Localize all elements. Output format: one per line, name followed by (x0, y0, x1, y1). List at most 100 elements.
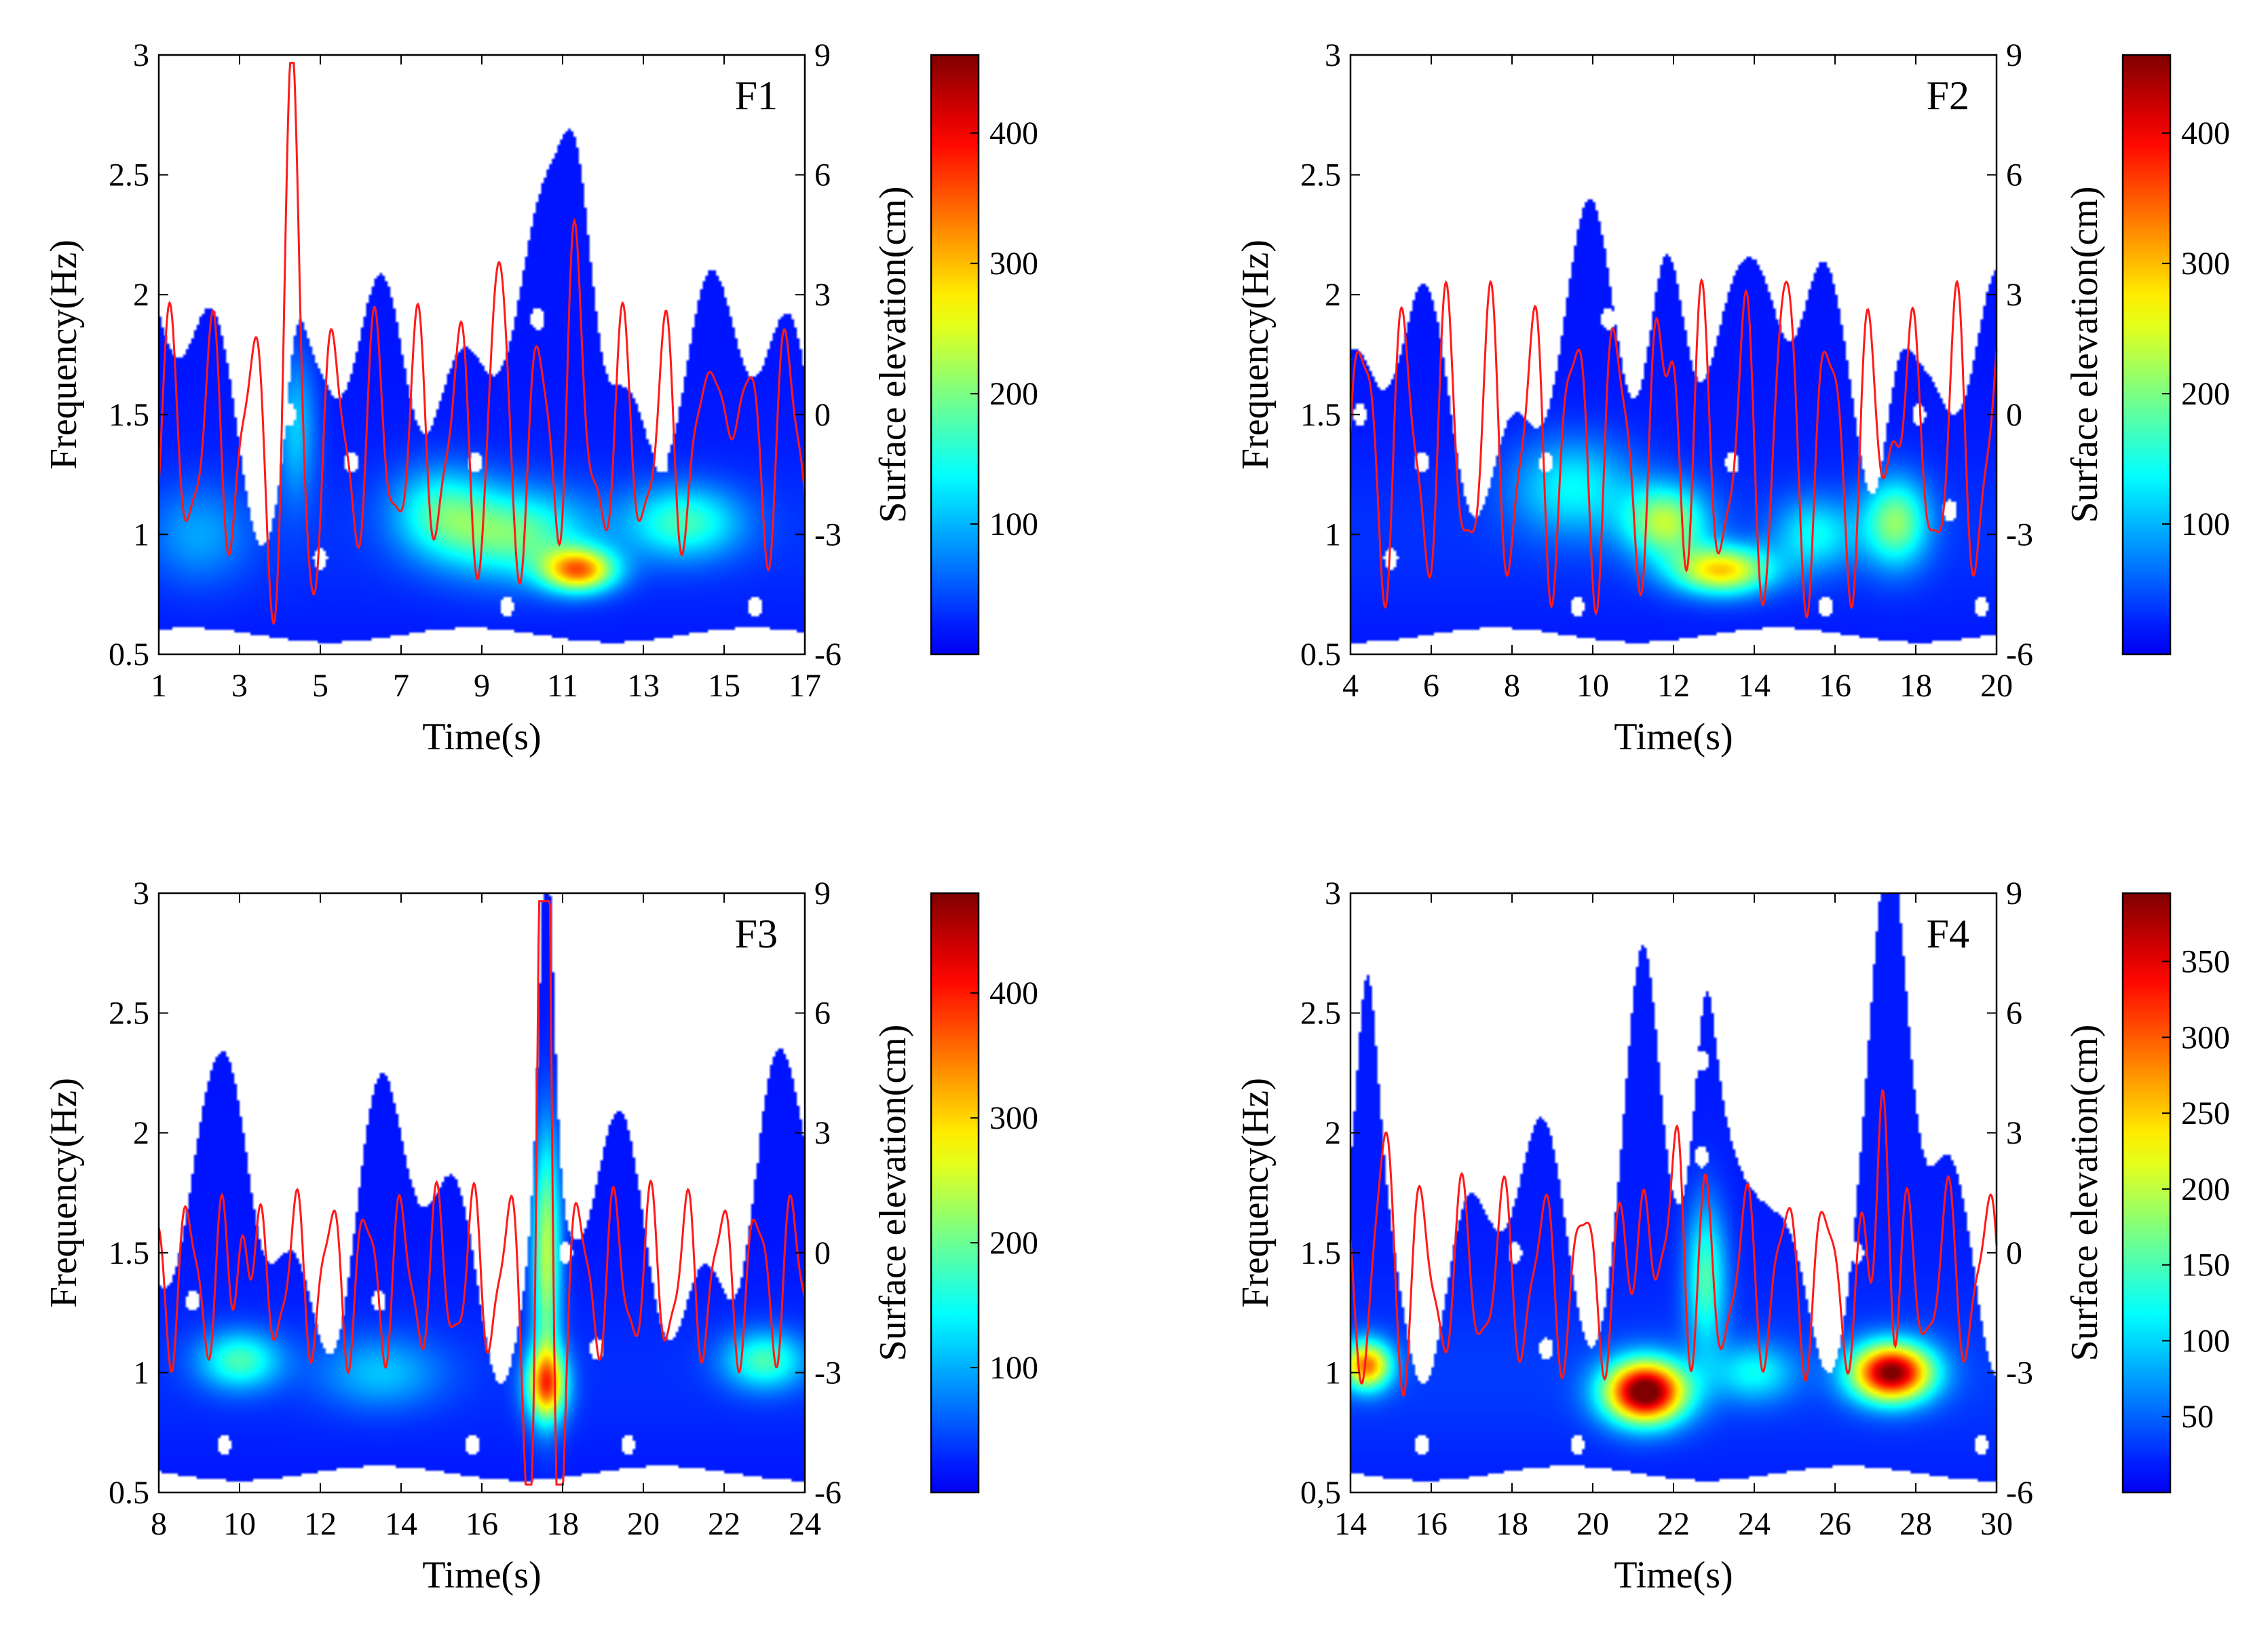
x-tick-label: 9 (474, 668, 490, 704)
colorbar-tick-label: 250 (2181, 1095, 2230, 1131)
panel-f1: 1 3 5 7 9 11 13 15 170.511.522.53-6-30369Time(s)… (43, 37, 1038, 758)
surface-elevation-line (157, 900, 806, 1486)
colorbar-tick-label: 150 (2181, 1247, 2230, 1283)
surface-elevation-line (1349, 278, 1998, 619)
surface-elevation-line (1349, 1089, 1998, 1397)
x-tick-label: 11 (547, 668, 578, 704)
x-axis-label: Time(s) (1614, 1554, 1733, 1596)
x-tick-label: 22 (1657, 1506, 1690, 1542)
colorbar-tick-label: 100 (989, 506, 1038, 542)
y2-tick-label: 6 (814, 157, 831, 193)
colorbar-tick-label: 300 (989, 246, 1038, 282)
colorbar-tick-label: 400 (989, 975, 1038, 1011)
x-tick-label: 14 (1738, 668, 1771, 704)
y2-tick-label: 3 (814, 277, 831, 313)
y2-tick-label: 3 (814, 1115, 831, 1151)
y-tick-label: 1 (1325, 516, 1341, 552)
colorbar-tick-label: 300 (2181, 1019, 2230, 1055)
panel-label: F3 (735, 912, 778, 956)
y2-tick-label: 0 (2006, 1235, 2022, 1271)
colorbar-tick-label: 400 (2181, 115, 2230, 151)
y-tick-label: 0.5 (109, 637, 149, 673)
x-tick-label: 13 (627, 668, 660, 704)
panel-f3: 8 10 12 14 16 18 20 22 24 0.5 1 1.5 2 2.5 3 -6 -3 0 3 6 9 Tim… (43, 876, 1038, 1596)
y2-tick-label: -3 (2006, 1355, 2033, 1391)
panel-f4: 14 16 18 20 22 24 26 28 30 0,5 1 1.5 2 2.5 3 -6 -3 0 3 6 9 Ti… (1234, 876, 2230, 1596)
colorbar-tick-label: 50 (2181, 1399, 2214, 1435)
y2-tick-label: 6 (814, 996, 831, 1032)
colorbar (930, 54, 980, 656)
x-tick-label: 20 (1576, 1506, 1609, 1542)
y-tick-label: 3 (133, 37, 149, 73)
y-tick-label: 1.5 (1300, 397, 1341, 433)
y-tick-label: 2 (1325, 1115, 1341, 1151)
colorbar-tick-label: 200 (2181, 1171, 2230, 1207)
scalogram-heatmap (1350, 893, 1997, 1492)
y-tick-label: 1.5 (1300, 1235, 1341, 1271)
x-tick-label: 12 (1657, 668, 1690, 704)
x-tick-label: 7 (393, 668, 409, 704)
y-tick-label: 1 (133, 1355, 149, 1391)
y-tick-label: 2.5 (109, 157, 149, 193)
y2-tick-label: 6 (2006, 996, 2022, 1032)
y-tick-label: 3 (1325, 37, 1341, 73)
panel-label: F1 (735, 73, 778, 118)
y2-tick-label: 9 (814, 37, 831, 73)
y2-axis-label: Surface elevation(cm) (2064, 1025, 2106, 1361)
y-axis-label: Frequency(Hz) (1234, 1078, 1277, 1308)
x-tick-label: 4 (1342, 668, 1359, 704)
x-tick-label: 8 (151, 1506, 167, 1542)
y-tick-label: 3 (1325, 876, 1341, 912)
y-tick-label: 1 (133, 516, 149, 552)
x-tick-label: 18 (546, 1506, 579, 1542)
x-tick-label: 18 (1496, 1506, 1528, 1542)
x-tick-label: 3 (231, 668, 248, 704)
x-axis-label: Time(s) (422, 1554, 541, 1596)
colorbar-tick-label: 300 (989, 1100, 1038, 1136)
y2-tick-label: -3 (814, 1355, 842, 1391)
y2-tick-label: 9 (814, 876, 831, 912)
y2-axis-label: Surface elevation(cm) (2064, 187, 2106, 523)
x-axis-label: Time(s) (422, 716, 541, 758)
y-axis-label: Frequency(Hz) (1234, 240, 1277, 470)
y2-tick-label: 9 (2006, 37, 2022, 73)
colorbar (930, 892, 980, 1494)
scalogram-heatmap (1350, 55, 1997, 654)
y-tick-label: 1.5 (109, 1235, 149, 1271)
x-tick-label: 22 (708, 1506, 740, 1542)
x-tick-label: 17 (789, 668, 821, 704)
y2-tick-label: -6 (2006, 1475, 2033, 1511)
y-tick-label: 3 (133, 876, 149, 912)
colorbar-tick-label: 200 (989, 1225, 1038, 1261)
x-tick-label: 10 (1576, 668, 1609, 704)
y-tick-label: 0.5 (109, 1475, 149, 1511)
scalogram-heatmap (159, 55, 805, 654)
x-tick-label: 14 (385, 1506, 417, 1542)
y-tick-label: 1 (1325, 1355, 1341, 1391)
x-tick-label: 12 (304, 1506, 337, 1542)
x-tick-label: 24 (789, 1506, 821, 1542)
colorbar-tick-label: 200 (989, 376, 1038, 412)
x-tick-label: 8 (1504, 668, 1520, 704)
x-tick-label: 18 (1900, 668, 1932, 704)
y-axis-label: Frequency(Hz) (43, 1078, 85, 1308)
panel-label: F4 (1927, 912, 1969, 956)
y-tick-label: 2 (133, 1115, 149, 1151)
y2-tick-label: 0 (2006, 397, 2022, 433)
colorbar-tick-label: 400 (989, 115, 1038, 151)
x-tick-label: 26 (1819, 1506, 1851, 1542)
y-tick-label: 2 (1325, 277, 1341, 313)
colorbar-tick-label: 100 (2181, 1323, 2230, 1359)
x-tick-label: 5 (312, 668, 328, 704)
x-tick-label: 16 (1415, 1506, 1448, 1542)
y2-tick-label: 6 (2006, 157, 2022, 193)
y2-tick-label: 0 (814, 1235, 831, 1271)
x-tick-label: 28 (1900, 1506, 1932, 1542)
y2-tick-label: -6 (2006, 637, 2033, 673)
y2-tick-label: -6 (814, 637, 842, 673)
y-tick-label: 2.5 (1300, 157, 1341, 193)
x-tick-label: 20 (627, 1506, 660, 1542)
x-tick-label: 6 (1423, 668, 1439, 704)
y2-tick-label: 3 (2006, 1115, 2022, 1151)
y-axis-label: Frequency(Hz) (43, 240, 85, 470)
